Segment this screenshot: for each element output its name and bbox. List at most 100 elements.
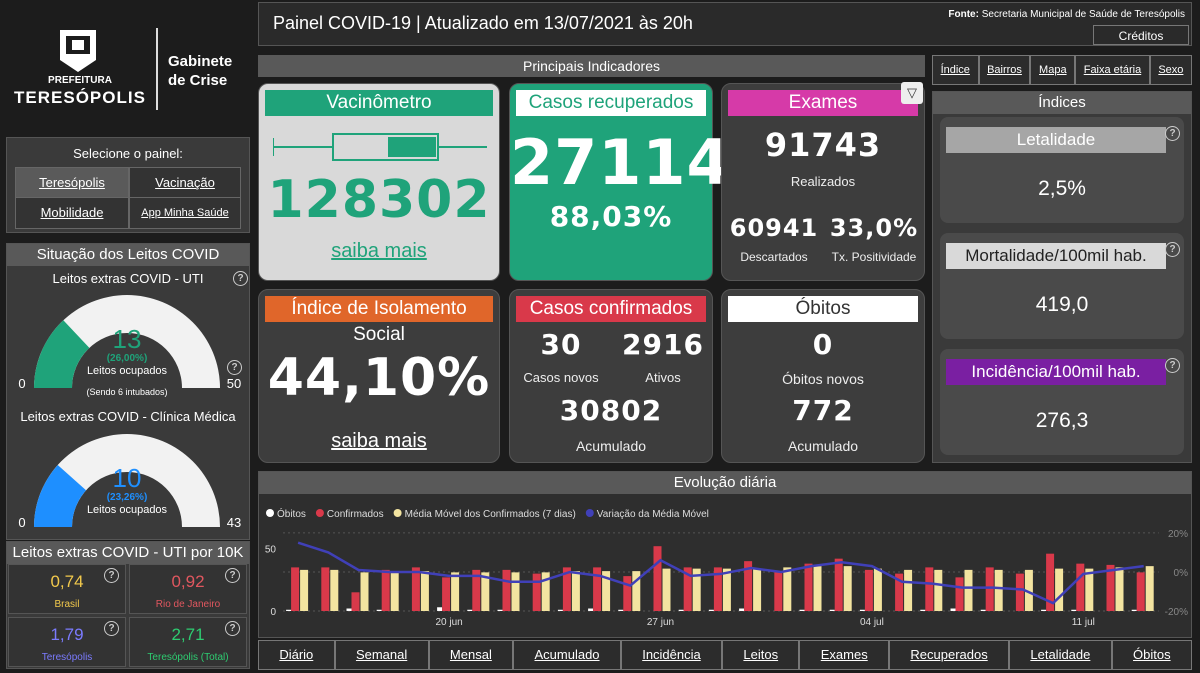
confirmed-total: 30802	[559, 394, 663, 427]
deaths-total-label: Acumulado	[787, 438, 859, 454]
help-icon[interactable]: ?	[233, 271, 248, 286]
card-title: Índice de Isolamento Social	[265, 296, 493, 345]
panel-button[interactable]: Vacinação	[129, 167, 241, 199]
card-title: Óbitos	[728, 296, 918, 322]
tab[interactable]: Óbitos	[1111, 640, 1192, 670]
ratio-label: Teresópolis (Total)	[147, 652, 229, 663]
beds-title: Situação dos Leitos COVID	[7, 244, 249, 266]
help-icon[interactable]: ?	[1165, 242, 1180, 257]
ratio-value: 1,79	[50, 625, 84, 644]
ratio-label: Rio de Janeiro	[155, 599, 221, 610]
gauge-title: Leitos extras COVID - Clínica Médica	[20, 409, 236, 424]
isolation-link[interactable]: saiba mais	[331, 430, 427, 452]
tab[interactable]: Mensal	[428, 640, 514, 670]
help-icon[interactable]: ?	[225, 621, 240, 636]
tab[interactable]: Bairros	[978, 55, 1031, 85]
panel-button[interactable]: App Minha Saúde	[129, 197, 241, 229]
divider	[156, 28, 158, 110]
beds-panel: Situação dos Leitos COVID Leitos extras …	[6, 243, 250, 540]
isolation-value: 44,10%	[267, 348, 491, 408]
ratio-tile: 0,92 Rio de Janeiro?	[129, 564, 247, 614]
card-title: Vacinômetro	[265, 90, 493, 116]
deaths-new-label: Óbitos novos	[782, 371, 864, 387]
ratio-label: Brasil	[54, 599, 80, 610]
credits-button[interactable]: Créditos	[1093, 25, 1189, 45]
tab[interactable]: Sexo	[1149, 55, 1192, 85]
confirmed-active: 2916	[622, 328, 704, 361]
per10k-title: Leitos extras COVID - UTI por 10K	[7, 542, 249, 564]
tab[interactable]: Faixa etária	[1075, 55, 1150, 85]
positivity-label: Tx. Positividade	[831, 250, 917, 264]
filter-icon[interactable]: ▽	[901, 82, 923, 104]
index-title: Letalidade	[946, 127, 1166, 153]
ratio-value: 2,71	[171, 625, 205, 644]
top-tabs: Índice Bairros Mapa Faixa etária Sexo	[932, 55, 1192, 85]
evolution-panel: Evolução diária	[258, 471, 1192, 638]
index-card: Incidência/100mil hab.? 276,3	[940, 349, 1184, 455]
selector-panel: Selecione o painel: Teresópolis Vacinaçã…	[6, 137, 250, 233]
recovered-value: 27114	[510, 126, 731, 199]
tab[interactable]: Recuperados	[889, 640, 1010, 670]
help-icon[interactable]: ?	[227, 360, 242, 375]
logo-crest	[60, 30, 96, 72]
help-icon[interactable]: ?	[1165, 358, 1180, 373]
index-card: Mortalidade/100mil hab.? 419,0	[940, 233, 1184, 339]
tab[interactable]: Letalidade	[1009, 640, 1112, 670]
tab[interactable]: Leitos	[722, 640, 800, 670]
recovered-percent: 88,03%	[549, 200, 673, 233]
recovered-card: Casos recuperados 27114 88,03%	[509, 83, 731, 281]
source-text: Secretaria Municipal de Saúde de Teresóp…	[981, 9, 1185, 20]
index-value: 419,0	[1035, 293, 1089, 316]
gauge-title: Leitos extras COVID - UTI	[52, 271, 204, 286]
page-title: Painel COVID-19 | Atualizado em 13/07/20…	[273, 13, 693, 33]
indicators-title: Principais Indicadores	[258, 55, 925, 77]
panel-button[interactable]: Mobilidade	[15, 197, 129, 229]
discarded-label: Descartados	[740, 250, 808, 264]
panel-button[interactable]: Teresópolis	[15, 167, 129, 199]
help-icon[interactable]: ?	[225, 568, 240, 583]
deaths-new: 0	[812, 328, 834, 361]
source-label: Fonte:	[948, 9, 979, 20]
logo-line2: TERESÓPOLIS	[14, 88, 146, 107]
logo: PREFEITURA TERESÓPOLIS	[10, 28, 150, 118]
tab[interactable]: Mapa	[1030, 55, 1076, 85]
index-title: Incidência/100mil hab.	[946, 359, 1166, 385]
confirmed-new-label: Casos novos	[523, 370, 599, 385]
index-value: 2,5%	[1038, 177, 1086, 200]
tab[interactable]: Semanal	[334, 640, 429, 670]
tests-value: 91743	[764, 126, 882, 164]
evolution-title: Evolução diária	[259, 472, 1191, 494]
ratio-tile: 2,71 Teresópolis (Total)?	[129, 617, 247, 667]
unit: Gabinete de Crise	[168, 53, 233, 89]
logo-line1: PREFEITURA	[48, 75, 112, 86]
tab[interactable]: Diário	[258, 640, 335, 670]
help-icon[interactable]: ?	[104, 568, 119, 583]
confirmed-total-label: Acumulado	[575, 438, 647, 454]
tab[interactable]: Exames	[799, 640, 890, 670]
tab[interactable]: Incidência	[620, 640, 723, 670]
card-title: Casos confirmados	[516, 296, 706, 322]
syringe-icon	[273, 133, 487, 161]
tab[interactable]: Acumulado	[513, 640, 621, 670]
tests-card: Exames 91743 Realizados 60941 Descartado…	[721, 83, 925, 281]
ratio-tile: 1,79 Teresópolis?	[8, 617, 126, 667]
help-icon[interactable]: ?	[1165, 126, 1180, 141]
vaccine-value: 128302	[267, 170, 491, 230]
ratio-value: 0,74	[50, 572, 84, 591]
discarded-value: 60941	[729, 214, 819, 242]
selector-title: Selecione o painel:	[73, 146, 183, 161]
ratio-label: Teresópolis	[41, 652, 93, 663]
tests-label: Realizados	[790, 174, 856, 189]
indices-title: Índices	[933, 92, 1191, 114]
index-value: 276,3	[1035, 409, 1089, 432]
vaccine-card: Vacinômetro 128302 saiba mais	[258, 83, 500, 281]
confirmed-card: Casos confirmados 30 Casos novos 2916 At…	[509, 289, 713, 463]
index-title: Mortalidade/100mil hab.	[946, 243, 1166, 269]
help-icon[interactable]: ?	[104, 621, 119, 636]
header-bar: Painel COVID-19 | Atualizado em 13/07/20…	[258, 2, 1192, 46]
vaccine-link[interactable]: saiba mais	[331, 240, 427, 262]
confirmed-active-label: Ativos	[645, 370, 681, 385]
tab[interactable]: Índice	[932, 55, 979, 85]
index-card: Letalidade? 2,5%	[940, 117, 1184, 223]
